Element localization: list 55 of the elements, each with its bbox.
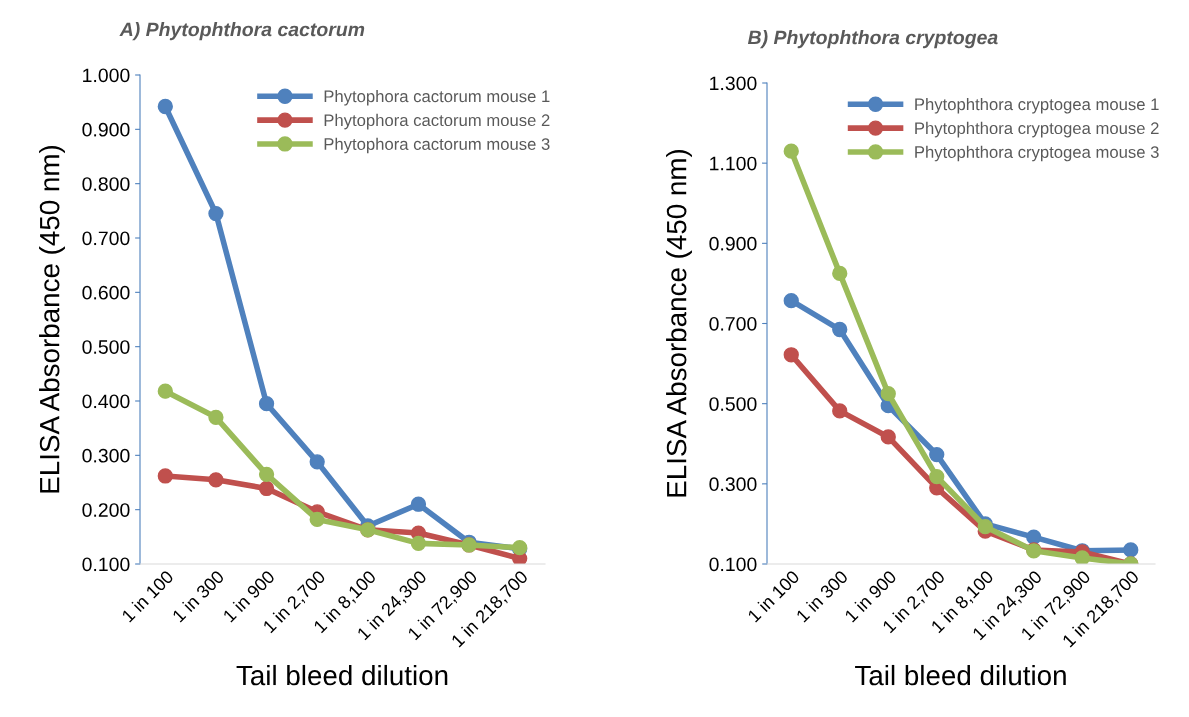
y-tick-label: 0.700 xyxy=(709,316,757,331)
y-tick-label: 0.400 xyxy=(82,394,130,409)
point xyxy=(157,98,173,115)
y-tick-label: 0.500 xyxy=(82,340,130,354)
point xyxy=(783,347,799,363)
point xyxy=(929,446,945,463)
legend-label: Phytophora cactorum mouse 3 xyxy=(324,137,550,154)
y-tick-label: 0.200 xyxy=(82,503,130,517)
y-tick-label: 0.100 xyxy=(82,557,130,572)
point xyxy=(832,321,848,338)
y-tick-label: 0.700 xyxy=(82,231,130,246)
point xyxy=(410,535,427,551)
y-tick-label: 1.100 xyxy=(710,156,757,171)
point xyxy=(157,468,173,484)
legend-label: Phytophora cactorum mouse 1 xyxy=(324,90,550,106)
legend-label: Phytophthora cryptogea mouse 2 xyxy=(915,121,1159,138)
y-tick-label: 0.300 xyxy=(709,477,757,492)
y-tick-label: 0.500 xyxy=(709,397,757,411)
point xyxy=(410,496,427,512)
x-axis-title: Tail bleed dilution xyxy=(236,664,448,686)
point xyxy=(880,386,896,402)
point xyxy=(783,143,799,159)
y-tick-label: 0.600 xyxy=(82,285,130,300)
point xyxy=(880,429,896,445)
point xyxy=(1123,542,1139,558)
point xyxy=(309,454,325,470)
point xyxy=(832,265,848,282)
y-tick-label: 1.000 xyxy=(83,68,130,83)
legend-label: Phytophthora cryptogea mouse 3 xyxy=(915,145,1159,162)
y-tick-label: 0.900 xyxy=(709,236,757,251)
point xyxy=(258,466,275,482)
legend-label: Phytophora cactorum mouse 2 xyxy=(324,113,550,130)
x-axis-title: Tail bleed dilution xyxy=(855,664,1066,686)
point xyxy=(1074,550,1090,564)
y-tick-label: 0.800 xyxy=(82,177,130,191)
point xyxy=(783,293,799,309)
point xyxy=(1026,529,1042,545)
y-axis-title: ELISA Absorbance (450 nm) xyxy=(39,145,65,493)
point xyxy=(929,468,945,485)
point xyxy=(208,409,224,425)
legend-label: Phytophthora cryptogea mouse 1 xyxy=(915,98,1159,114)
point xyxy=(208,472,224,488)
point xyxy=(832,403,848,419)
chart-title: A) Phytophthora cactorum xyxy=(119,22,365,41)
chart-title: B) Phytophthora cryptogea xyxy=(747,30,998,49)
point xyxy=(258,396,275,412)
point xyxy=(258,480,275,497)
y-axis-title: ELISA Absorbance (450 nm) xyxy=(666,149,692,497)
y-tick-label: 1.300 xyxy=(710,76,757,91)
point xyxy=(309,511,325,528)
y-tick-label: 0.900 xyxy=(82,122,130,137)
y-tick-label: 0.300 xyxy=(82,448,130,463)
y-tick-label: 0.100 xyxy=(709,557,757,572)
point xyxy=(208,205,224,222)
point xyxy=(157,383,173,399)
